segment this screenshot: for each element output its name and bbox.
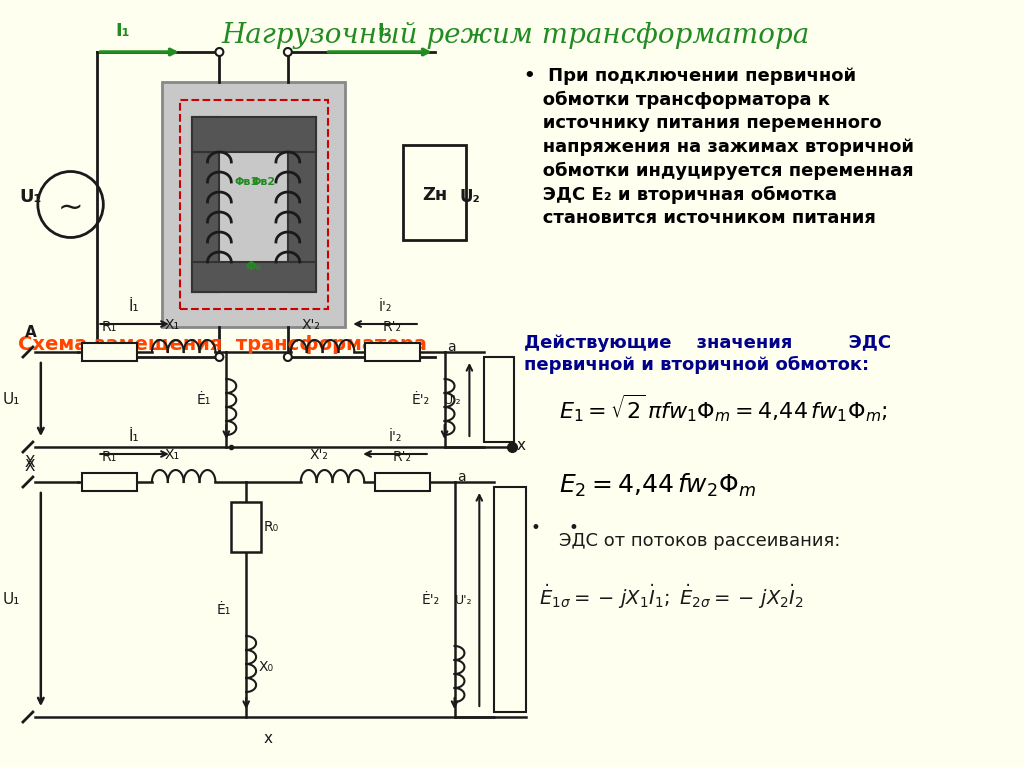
Text: $\dot{E}_{1\sigma} = -\,jX_1\dot{I}_1;\;\dot{E}_{2\sigma} = -\,jX_2\dot{I}_2$: $\dot{E}_{1\sigma} = -\,jX_1\dot{I}_1;\;…: [539, 582, 804, 611]
Text: X: X: [25, 459, 36, 474]
Text: Z'н: Z'н: [500, 594, 520, 607]
Circle shape: [284, 48, 292, 56]
Text: a: a: [458, 470, 466, 484]
Text: I₂: I₂: [378, 22, 392, 40]
Bar: [375, 473, 430, 491]
Text: R₁: R₁: [101, 450, 117, 464]
Text: $E_2 = 4{,}44\,fw_2\Phi_m$: $E_2 = 4{,}44\,fw_2\Phi_m$: [559, 472, 756, 499]
Bar: [179, 100, 328, 309]
Text: Φв2: Φв2: [252, 177, 276, 187]
Text: x: x: [263, 731, 272, 746]
Bar: [191, 117, 219, 292]
Text: X₀: X₀: [258, 660, 273, 674]
Text: X₁: X₁: [164, 448, 179, 462]
Text: U'₂: U'₂: [455, 594, 472, 607]
Text: R₁: R₁: [101, 320, 117, 334]
Circle shape: [284, 353, 292, 361]
Circle shape: [215, 353, 223, 361]
Bar: [231, 502, 261, 552]
Bar: [288, 117, 315, 292]
Bar: [191, 117, 315, 152]
Text: $E_1 = \sqrt{2}\,\pi f w_1 \Phi_m = 4{,}44\,fw_1\Phi_m;$: $E_1 = \sqrt{2}\,\pi f w_1 \Phi_m = 4{,}…: [559, 392, 888, 424]
Bar: [83, 343, 137, 361]
Text: Нагрузочный режим трансформатора: Нагрузочный режим трансформатора: [222, 22, 810, 49]
Text: R₀: R₀: [264, 520, 280, 534]
Text: Φв1: Φв1: [234, 177, 258, 187]
Text: •  При подключении первичной
   обмотки трансформатора к
   источнику питания пе: • При подключении первичной обмотки тран…: [524, 67, 914, 227]
Text: U₁: U₁: [3, 393, 20, 407]
Text: İ₁: İ₁: [129, 299, 139, 314]
Text: I₁: I₁: [115, 22, 129, 40]
Text: Ė'₂: Ė'₂: [412, 393, 430, 407]
Text: Схема замещения  трансформатора: Схема замещения трансформатора: [18, 335, 427, 354]
Text: X: X: [25, 455, 36, 470]
Text: ЭДС от потоков рассеивания:: ЭДС от потоков рассеивания:: [559, 532, 840, 550]
Text: Zн: Zн: [422, 186, 447, 203]
Bar: [83, 473, 137, 491]
Text: z'н: z'н: [490, 393, 508, 407]
Text: X₁: X₁: [164, 318, 179, 332]
Text: U₁: U₁: [3, 592, 20, 607]
Text: ~: ~: [57, 194, 83, 223]
Text: İ'₂: İ'₂: [388, 430, 401, 444]
Text: X'₂: X'₂: [301, 318, 321, 332]
Text: R'₂: R'₂: [392, 450, 412, 464]
Bar: [366, 343, 420, 361]
Text: •: •: [568, 519, 579, 537]
Bar: [495, 487, 526, 712]
Text: X'₂: X'₂: [309, 448, 328, 462]
Text: U'₂: U'₂: [443, 393, 462, 407]
Text: İ₁: İ₁: [129, 429, 139, 444]
Text: •: •: [530, 519, 541, 537]
Text: U₁: U₁: [19, 187, 42, 206]
Bar: [191, 262, 315, 292]
Text: Ė'₂: Ė'₂: [422, 593, 439, 607]
Text: Ė₁: Ė₁: [217, 603, 231, 617]
Text: Ė₁: Ė₁: [197, 393, 212, 407]
Text: a: a: [447, 340, 457, 354]
Text: x: x: [517, 437, 526, 453]
Text: U₂: U₂: [459, 187, 480, 206]
Text: A: A: [25, 325, 37, 340]
Text: Φ₀: Φ₀: [245, 261, 261, 274]
Circle shape: [215, 48, 223, 56]
Bar: [402, 144, 466, 239]
Text: R'₂: R'₂: [383, 320, 401, 334]
Text: İ'₂: İ'₂: [379, 300, 392, 314]
Bar: [162, 82, 345, 327]
Text: Действующие    значения         ЭДС
первичной и вторичной обмоток:: Действующие значения ЭДС первичной и вто…: [524, 334, 891, 374]
Bar: [484, 357, 514, 442]
